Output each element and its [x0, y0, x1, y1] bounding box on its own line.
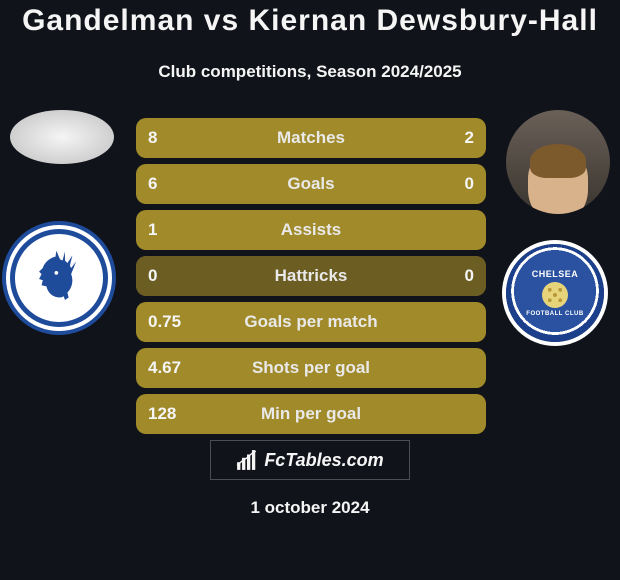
- stat-row: 6 0 Goals: [136, 164, 486, 204]
- stat-value-left: 0: [148, 266, 157, 286]
- crest-right-bottom-text: FOOTBALL CLUB: [526, 311, 583, 317]
- date-label: 1 october 2024: [0, 498, 620, 518]
- club-left-crest: [10, 229, 108, 327]
- stat-value-right: 2: [465, 128, 474, 148]
- stat-label: Assists: [281, 220, 341, 240]
- player-left-avatar: [10, 110, 114, 164]
- subtitle: Club competitions, Season 2024/2025: [0, 62, 620, 82]
- player-right-face: [528, 150, 588, 214]
- stat-row: 0 0 Hattricks: [136, 256, 486, 296]
- chart-icon: [236, 449, 258, 471]
- club-right-crest: CHELSEA FOOTBALL CLUB: [506, 244, 604, 342]
- stat-row: 0.75 Goals per match: [136, 302, 486, 342]
- stat-label: Goals: [287, 174, 334, 194]
- stat-value-right: 0: [465, 174, 474, 194]
- stat-fill-right: [416, 118, 486, 158]
- right-player-column: CHELSEA FOOTBALL CLUB: [506, 110, 610, 342]
- stat-value-left: 6: [148, 174, 157, 194]
- stats-table: 8 2 Matches 6 0 Goals 1 Assists 0 0 Hattricks 0.75 G…: [136, 118, 486, 440]
- crest-right-top-text: CHELSEA: [532, 269, 579, 279]
- stat-value-left: 1: [148, 220, 157, 240]
- stat-label: Hattricks: [275, 266, 348, 286]
- stat-value-left: 4.67: [148, 358, 181, 378]
- stat-row: 1 Assists: [136, 210, 486, 250]
- stat-row: 4.67 Shots per goal: [136, 348, 486, 388]
- stat-label: Goals per match: [244, 312, 377, 332]
- comparison-card: Gandelman vs Kiernan Dewsbury-Hall Club …: [0, 0, 620, 580]
- player-right-avatar: [506, 110, 610, 214]
- page-title: Gandelman vs Kiernan Dewsbury-Hall: [0, 4, 620, 38]
- stat-label: Shots per goal: [252, 358, 370, 378]
- stat-row: 128 Min per goal: [136, 394, 486, 434]
- stat-row: 8 2 Matches: [136, 118, 486, 158]
- stat-label: Matches: [277, 128, 345, 148]
- stat-label: Min per goal: [261, 404, 361, 424]
- stat-value-left: 128: [148, 404, 176, 424]
- left-player-column: [10, 110, 114, 327]
- crest-ball-icon: [542, 282, 568, 308]
- stat-value-left: 8: [148, 128, 157, 148]
- native-head-icon: [28, 247, 90, 309]
- stat-value-right: 0: [465, 266, 474, 286]
- watermark-text: FcTables.com: [264, 450, 383, 471]
- watermark: FcTables.com: [210, 440, 410, 480]
- stat-value-left: 0.75: [148, 312, 181, 332]
